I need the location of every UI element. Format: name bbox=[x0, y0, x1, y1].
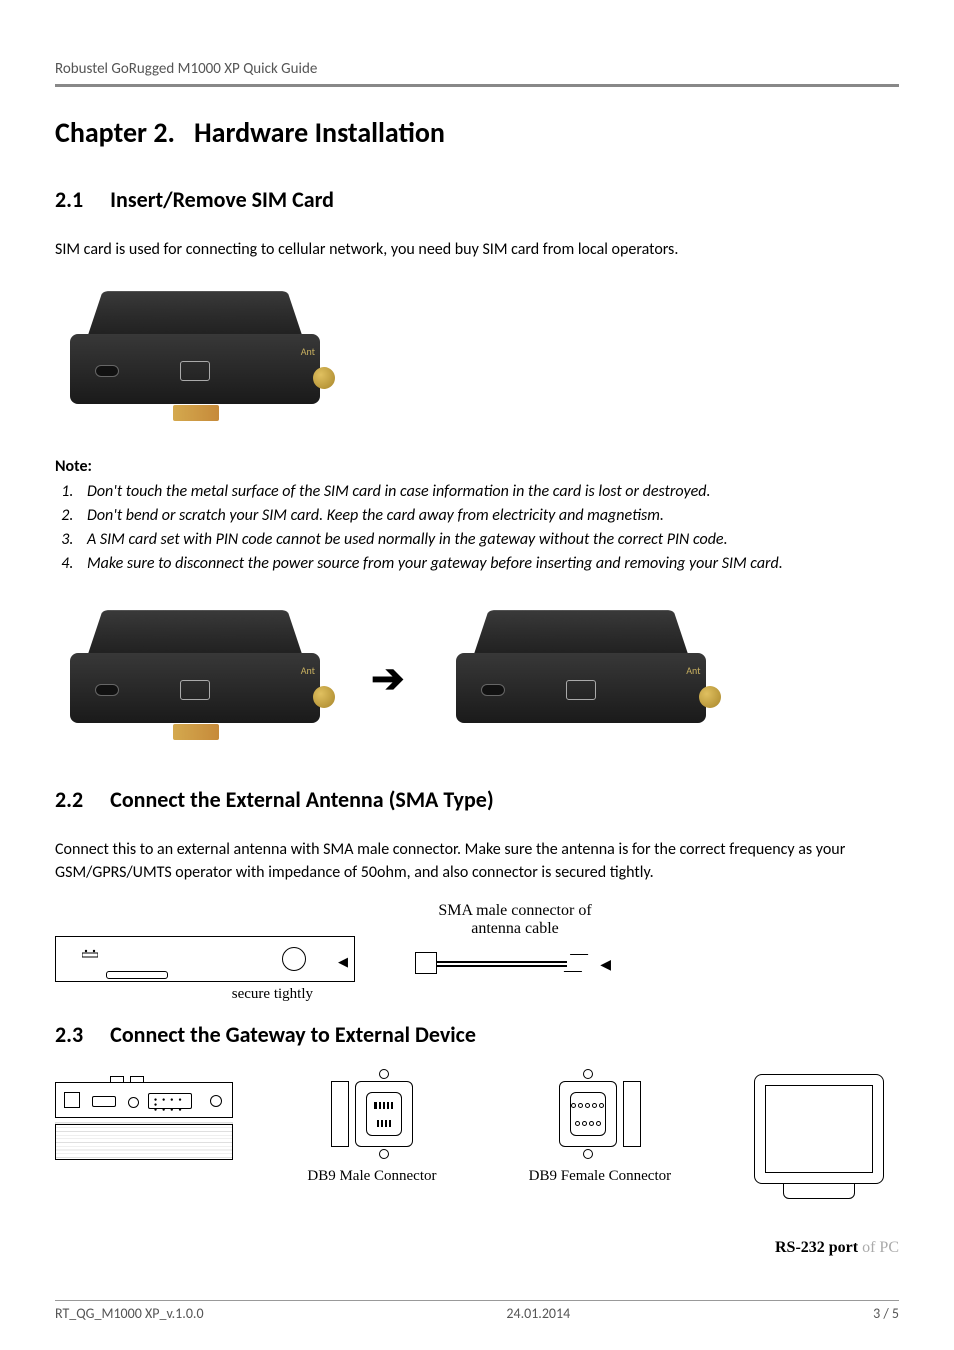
section-number: 2.1 bbox=[55, 186, 83, 213]
db9-female-label: DB9 Female Connector bbox=[511, 1168, 689, 1185]
section-title: Connect the Gateway to External Device bbox=[110, 1021, 476, 1048]
device-figure-pair: Ant ➔ Ant bbox=[55, 598, 899, 758]
chapter-title: Hardware Installation bbox=[194, 115, 445, 150]
device-figure-single: Ant bbox=[55, 279, 899, 439]
footer-right: 3 / 5 bbox=[873, 1305, 899, 1322]
db9-male-label: DB9 Male Connector bbox=[283, 1168, 461, 1185]
note-item: Make sure to disconnect the power source… bbox=[77, 552, 899, 576]
arrow-right-icon: ➔ bbox=[371, 654, 405, 703]
running-header: Robustel GoRugged M1000 XP Quick Guide bbox=[55, 60, 899, 87]
section-title: Connect the External Antenna (SMA Type) bbox=[110, 786, 494, 813]
notes-list: Don't touch the metal surface of the SIM… bbox=[55, 480, 899, 576]
section-2-3-heading: 2.3 Connect the Gateway to External Devi… bbox=[55, 1021, 899, 1048]
ant-label: Ant bbox=[301, 345, 315, 358]
sma-label-line2: antenna cable bbox=[415, 920, 615, 938]
antenna-figure: ◀ secure tightly SMA male connector of a… bbox=[55, 902, 899, 1003]
rs232-bold: RS-232 port bbox=[775, 1239, 858, 1256]
footer-left: RT_QG_M1000 XP_v.1.0.0 bbox=[55, 1305, 204, 1322]
chapter-number: Chapter 2. bbox=[55, 115, 175, 150]
antenna-cable-side: SMA male connector of antenna cable ◀ bbox=[415, 902, 615, 980]
device-after: Ant bbox=[441, 598, 721, 758]
pc-drawing bbox=[739, 1074, 899, 1199]
section-title: Insert/Remove SIM Card bbox=[110, 186, 334, 213]
note-label: Note: bbox=[55, 457, 899, 476]
note-item: Don't touch the metal surface of the SIM… bbox=[77, 480, 899, 504]
db9-male-block: DB9 Male Connector bbox=[283, 1074, 461, 1185]
section-number: 2.2 bbox=[55, 786, 83, 813]
secure-tightly-label: secure tightly bbox=[55, 986, 355, 1003]
device-image: Ant bbox=[55, 279, 335, 439]
antenna-device-side: ◀ secure tightly bbox=[55, 902, 355, 1003]
page: Robustel GoRugged M1000 XP Quick Guide C… bbox=[0, 0, 954, 1350]
section-2-2-body: Connect this to an external antenna with… bbox=[55, 839, 899, 884]
antenna-cable-drawing: ◀ bbox=[415, 944, 615, 980]
gateway-back-drawing: ● ● ● ● ●● ● ● ● bbox=[55, 1074, 233, 1160]
db9-female-block: DB9 Female Connector bbox=[511, 1074, 689, 1185]
section-2-2-heading: 2.2 Connect the External Antenna (SMA Ty… bbox=[55, 786, 899, 813]
rs232-port-label: RS-232 port of PC bbox=[55, 1239, 899, 1257]
page-footer: RT_QG_M1000 XP_v.1.0.0 24.01.2014 3 / 5 bbox=[55, 1300, 899, 1322]
chapter-heading: Chapter 2. Hardware Installation bbox=[55, 115, 899, 150]
section-2-1-heading: 2.1 Insert/Remove SIM Card bbox=[55, 186, 899, 213]
section-2-1-body: SIM card is used for connecting to cellu… bbox=[55, 239, 899, 261]
sma-label-line1: SMA male connector of bbox=[415, 902, 615, 920]
device-before: Ant bbox=[55, 598, 335, 758]
device-sideview: ◀ bbox=[55, 936, 355, 982]
note-item: Don't bend or scratch your SIM card. Kee… bbox=[77, 504, 899, 528]
rs232-grey: of PC bbox=[858, 1239, 899, 1256]
connector-figure: ● ● ● ● ●● ● ● ● bbox=[55, 1074, 899, 1199]
section-number: 2.3 bbox=[55, 1021, 83, 1048]
note-item: A SIM card set with PIN code cannot be u… bbox=[77, 528, 899, 552]
footer-center: 24.01.2014 bbox=[204, 1305, 874, 1322]
